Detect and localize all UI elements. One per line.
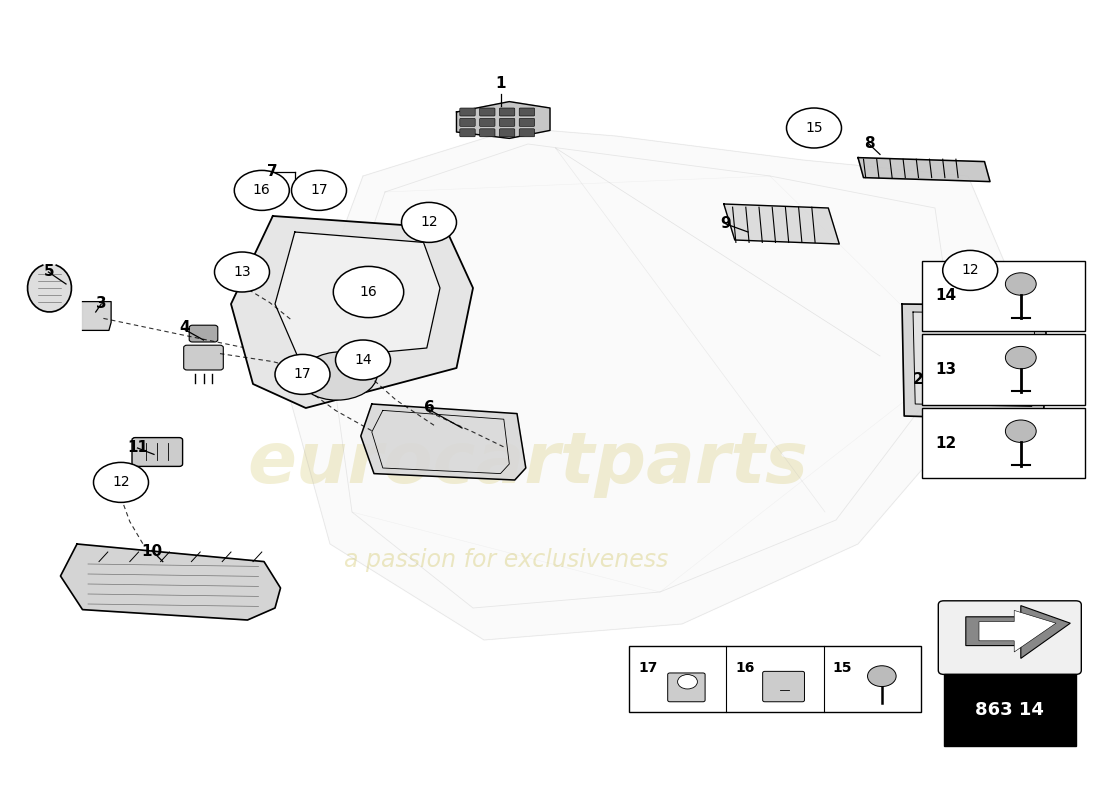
Text: 5: 5	[44, 265, 55, 279]
Polygon shape	[966, 606, 1070, 658]
Text: 13: 13	[233, 265, 251, 279]
Text: 12: 12	[935, 436, 956, 450]
Text: a passion for exclusiveness: a passion for exclusiveness	[344, 548, 668, 572]
Text: 16: 16	[360, 285, 377, 299]
Polygon shape	[82, 302, 111, 330]
Circle shape	[214, 252, 270, 292]
Circle shape	[943, 250, 998, 290]
Text: 12: 12	[420, 215, 438, 230]
Polygon shape	[28, 265, 72, 312]
Circle shape	[678, 674, 697, 689]
Circle shape	[868, 666, 896, 686]
Polygon shape	[724, 204, 839, 244]
Text: 10: 10	[141, 545, 163, 559]
FancyBboxPatch shape	[480, 108, 495, 116]
Text: 6: 6	[424, 401, 434, 415]
FancyBboxPatch shape	[460, 129, 475, 137]
FancyBboxPatch shape	[480, 129, 495, 137]
Polygon shape	[979, 610, 1056, 652]
Polygon shape	[858, 158, 990, 182]
FancyBboxPatch shape	[480, 118, 495, 126]
FancyBboxPatch shape	[629, 646, 921, 712]
Polygon shape	[275, 232, 440, 360]
FancyBboxPatch shape	[132, 438, 183, 466]
Polygon shape	[902, 304, 1047, 420]
Circle shape	[1005, 273, 1036, 295]
Text: eurocartparts: eurocartparts	[248, 430, 808, 498]
Polygon shape	[286, 128, 1012, 640]
Text: 16: 16	[253, 183, 271, 198]
Text: 17: 17	[294, 367, 311, 382]
Text: 7: 7	[267, 165, 278, 179]
FancyBboxPatch shape	[922, 334, 1085, 405]
Text: 8: 8	[864, 137, 874, 151]
Circle shape	[292, 170, 346, 210]
Circle shape	[94, 462, 148, 502]
FancyBboxPatch shape	[460, 118, 475, 126]
Text: 17: 17	[638, 661, 658, 674]
Text: 14: 14	[354, 353, 372, 367]
FancyBboxPatch shape	[499, 108, 515, 116]
Text: 15: 15	[833, 661, 851, 674]
Polygon shape	[60, 544, 280, 620]
Circle shape	[234, 170, 289, 210]
Text: 863 14: 863 14	[976, 701, 1044, 718]
Circle shape	[1005, 420, 1036, 442]
FancyBboxPatch shape	[460, 108, 475, 116]
Text: 9: 9	[720, 217, 732, 231]
Circle shape	[1005, 346, 1036, 369]
FancyBboxPatch shape	[499, 129, 515, 137]
Circle shape	[402, 202, 456, 242]
FancyBboxPatch shape	[519, 108, 535, 116]
Text: 4: 4	[179, 321, 190, 335]
Text: 17: 17	[310, 183, 328, 198]
Polygon shape	[231, 216, 473, 408]
FancyBboxPatch shape	[922, 408, 1085, 478]
Circle shape	[786, 108, 842, 148]
Text: 13: 13	[935, 362, 956, 377]
Text: 1: 1	[495, 77, 506, 91]
Circle shape	[333, 266, 404, 318]
Text: 2: 2	[913, 373, 924, 387]
Text: 15: 15	[805, 121, 823, 135]
Polygon shape	[913, 312, 1035, 406]
Text: 11: 11	[126, 441, 148, 455]
FancyBboxPatch shape	[519, 118, 535, 126]
FancyBboxPatch shape	[189, 325, 218, 342]
Text: 3: 3	[96, 297, 107, 311]
Circle shape	[275, 354, 330, 394]
Text: 12: 12	[112, 475, 130, 490]
Polygon shape	[456, 102, 550, 138]
Text: 14: 14	[935, 289, 956, 303]
Polygon shape	[944, 674, 1076, 746]
Text: 16: 16	[735, 661, 755, 674]
Text: 12: 12	[961, 263, 979, 278]
FancyBboxPatch shape	[938, 601, 1081, 674]
FancyBboxPatch shape	[668, 673, 705, 702]
Ellipse shape	[300, 352, 377, 400]
FancyBboxPatch shape	[922, 261, 1085, 331]
FancyBboxPatch shape	[519, 129, 535, 137]
Polygon shape	[361, 404, 526, 480]
FancyBboxPatch shape	[499, 118, 515, 126]
Circle shape	[336, 340, 390, 380]
FancyBboxPatch shape	[762, 671, 804, 702]
FancyBboxPatch shape	[184, 346, 223, 370]
